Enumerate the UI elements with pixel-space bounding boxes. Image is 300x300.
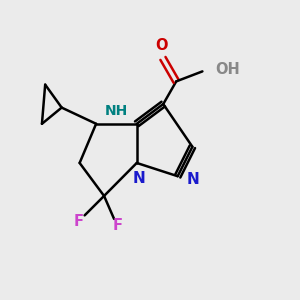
Text: N: N xyxy=(133,171,146,186)
Text: N: N xyxy=(187,172,199,187)
Text: OH: OH xyxy=(216,62,240,77)
Text: O: O xyxy=(155,38,168,53)
Text: NH: NH xyxy=(105,104,128,118)
Text: F: F xyxy=(73,214,83,229)
Text: F: F xyxy=(112,218,122,233)
